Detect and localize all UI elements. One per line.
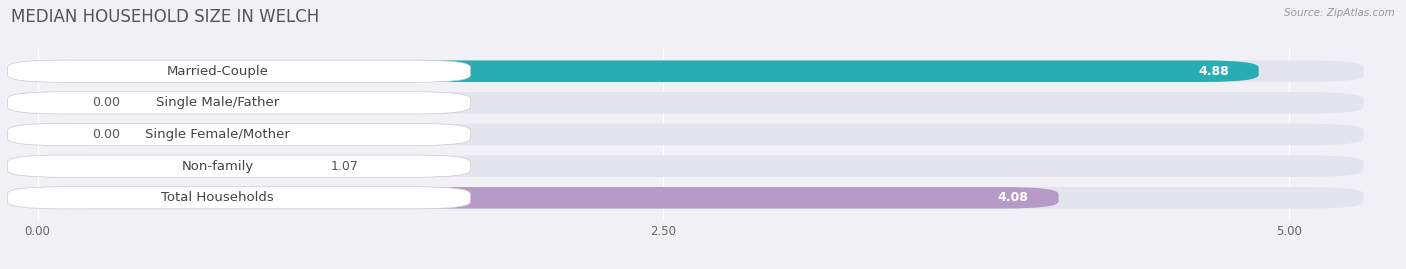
Text: Single Male/Father: Single Male/Father xyxy=(156,96,280,109)
FancyBboxPatch shape xyxy=(38,187,1059,208)
Text: MEDIAN HOUSEHOLD SIZE IN WELCH: MEDIAN HOUSEHOLD SIZE IN WELCH xyxy=(11,8,319,26)
FancyBboxPatch shape xyxy=(7,92,471,114)
FancyBboxPatch shape xyxy=(38,155,305,177)
Text: Married-Couple: Married-Couple xyxy=(167,65,269,78)
Text: Single Female/Mother: Single Female/Mother xyxy=(145,128,290,141)
FancyBboxPatch shape xyxy=(28,124,93,145)
FancyBboxPatch shape xyxy=(7,155,471,177)
Text: 4.08: 4.08 xyxy=(998,191,1029,204)
Text: 0.00: 0.00 xyxy=(93,128,121,141)
FancyBboxPatch shape xyxy=(7,60,471,82)
Text: Source: ZipAtlas.com: Source: ZipAtlas.com xyxy=(1284,8,1395,18)
Text: 0.00: 0.00 xyxy=(93,96,121,109)
FancyBboxPatch shape xyxy=(28,92,93,114)
Text: 4.88: 4.88 xyxy=(1198,65,1229,78)
FancyBboxPatch shape xyxy=(38,187,1364,208)
Text: Non-family: Non-family xyxy=(181,160,254,173)
Text: 1.07: 1.07 xyxy=(330,160,359,173)
FancyBboxPatch shape xyxy=(38,61,1258,82)
FancyBboxPatch shape xyxy=(38,155,1364,177)
FancyBboxPatch shape xyxy=(7,123,471,146)
FancyBboxPatch shape xyxy=(38,61,1364,82)
FancyBboxPatch shape xyxy=(7,187,471,209)
FancyBboxPatch shape xyxy=(38,124,1364,145)
FancyBboxPatch shape xyxy=(38,92,1364,114)
Text: Total Households: Total Households xyxy=(162,191,274,204)
